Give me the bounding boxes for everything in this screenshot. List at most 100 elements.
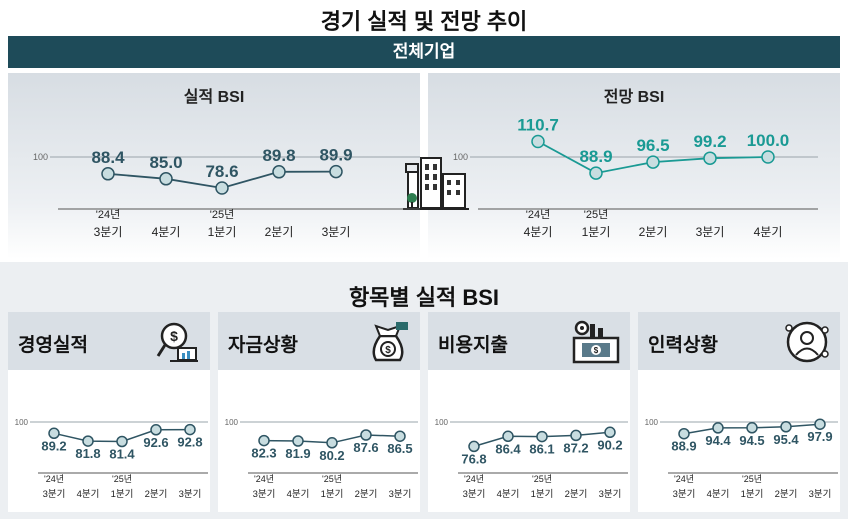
tick-label-quarter: 2분기 (145, 489, 168, 500)
data-point (746, 422, 758, 434)
tick-label-quarter: 4분기 (287, 489, 310, 500)
data-label: 81.4 (109, 447, 135, 462)
data-label: 85.0 (149, 153, 182, 172)
tick-label-year: '24년 (674, 474, 694, 484)
tick-label-quarter: 3분기 (179, 489, 202, 500)
data-label: 90.2 (597, 437, 622, 452)
all-companies-banner: 전체기업 (8, 36, 840, 68)
data-point (159, 172, 173, 186)
tick-label-quarter: 2분기 (565, 489, 588, 500)
card-workforce-status: 인력상황 (638, 312, 840, 512)
tick-label-year: '24년 (96, 208, 120, 221)
data-label: 95.4 (773, 432, 799, 447)
tick-label-year: '25년 (322, 474, 342, 484)
data-label: 86.5 (387, 441, 412, 456)
card-title: 비용지출 (438, 335, 508, 356)
data-label: 89.2 (41, 438, 66, 453)
data-label: 97.9 (807, 429, 832, 444)
money-bag-icon: $ (372, 322, 408, 362)
data-point (761, 150, 775, 164)
factory-cost-icon: $ (572, 320, 620, 364)
tick-label-quarter: 3분기 (94, 225, 123, 239)
svg-text:$: $ (385, 345, 391, 356)
data-label: 88.4 (91, 148, 125, 167)
data-point (184, 423, 196, 436)
tick-label-year: '25년 (532, 474, 552, 484)
tick-label-quarter: 4분기 (77, 489, 100, 500)
data-label: 82.3 (251, 446, 276, 461)
tick-label-quarter: 3분기 (809, 489, 832, 500)
tick-label-quarter: 3분기 (673, 489, 696, 500)
data-label: 96.5 (636, 136, 669, 155)
data-label: 99.2 (693, 132, 726, 151)
data-point (502, 430, 514, 443)
tick-label-year: '24년 (44, 474, 64, 484)
building-icon (403, 157, 469, 210)
data-label: 86.4 (495, 441, 521, 456)
tick-label-quarter: 3분기 (599, 489, 622, 500)
tick-label-quarter: 3분기 (43, 489, 66, 500)
data-point (272, 165, 286, 179)
reference-label: 100 (453, 152, 468, 162)
card-title: 인력상황 (648, 335, 718, 356)
data-label: 81.9 (285, 446, 310, 461)
card-management-performance: 경영실적 $ (8, 312, 210, 512)
data-point (150, 424, 162, 436)
data-point (394, 430, 406, 442)
card-cost-spending: 비용지출 $ (428, 312, 630, 512)
tick-label-year: '24년 (526, 208, 550, 221)
tick-label-quarter: 2분기 (639, 225, 668, 239)
data-point (292, 435, 304, 447)
tick-label-quarter: 4분기 (152, 225, 181, 239)
data-label: 94.4 (705, 433, 731, 448)
tick-label-quarter: 1분기 (531, 489, 554, 500)
tick-label-quarter: 3분기 (322, 225, 351, 239)
data-point (703, 151, 717, 165)
data-point (712, 422, 724, 434)
data-label: 92.8 (177, 435, 202, 450)
tick-label-year: '25년 (112, 474, 132, 484)
data-label: 86.1 (529, 442, 554, 457)
tick-label-quarter: 1분기 (321, 489, 344, 500)
tick-label-quarter: 4분기 (497, 489, 520, 500)
tick-label-year: '25년 (210, 208, 234, 221)
data-label: 80.2 (319, 448, 344, 463)
tick-label-quarter: 3분기 (389, 489, 412, 500)
data-label: 87.6 (353, 440, 378, 455)
tick-label-quarter: 3분기 (463, 489, 486, 500)
data-label: 89.8 (262, 146, 295, 165)
data-label: 94.5 (739, 433, 764, 448)
tick-label-quarter: 1분기 (111, 489, 134, 500)
data-label: 88.9 (671, 439, 696, 454)
performance-bsi-panel: 실적 BSI (8, 73, 420, 259)
data-point (360, 429, 372, 441)
performance-bsi-title: 실적 BSI (183, 89, 245, 106)
svg-text:$: $ (170, 328, 178, 344)
tick-label-quarter: 3분기 (253, 489, 276, 500)
reference-label: 100 (33, 152, 48, 162)
data-point (82, 435, 94, 447)
tick-label-quarter: 1분기 (582, 225, 611, 239)
tick-label-year: '25년 (742, 474, 762, 484)
data-point (116, 435, 128, 448)
data-point (536, 430, 548, 443)
tick-label-quarter: 1분기 (208, 225, 237, 239)
card-title: 경영실적 (18, 335, 88, 356)
data-point (531, 134, 545, 149)
data-point (326, 437, 338, 449)
data-point (48, 427, 60, 440)
data-label: 76.8 (461, 451, 486, 466)
tick-label-quarter: 1분기 (741, 489, 764, 500)
data-point (780, 421, 792, 433)
data-point (101, 167, 115, 181)
data-point (604, 426, 616, 439)
data-label: 88.9 (579, 147, 612, 166)
item-bsi-title: 항목별 실적 BSI (348, 285, 500, 310)
data-label: 110.7 (517, 116, 559, 135)
page-title: 경기 실적 및 전망 추이 (320, 9, 528, 34)
data-label: 87.2 (563, 440, 588, 455)
data-point (814, 418, 826, 430)
tick-label-quarter: 4분기 (754, 225, 783, 239)
data-point (468, 440, 480, 453)
